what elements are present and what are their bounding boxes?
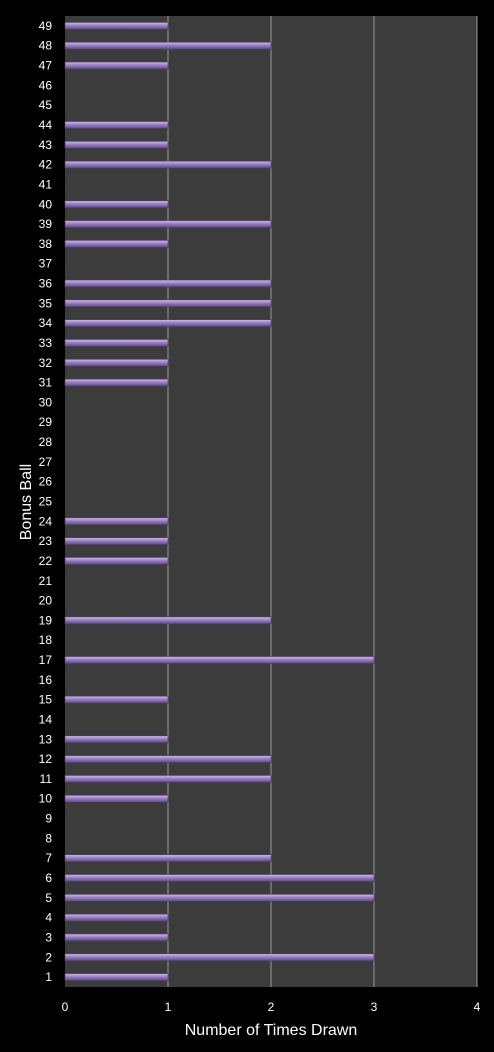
y-tick-label: 24 (39, 514, 53, 528)
bar (64, 735, 169, 744)
x-tick-label: 2 (268, 1000, 275, 1014)
bar (64, 854, 272, 862)
y-tick-label: 3 (45, 930, 52, 944)
y-tick-label: 38 (39, 237, 53, 251)
x-tick-label: 0 (62, 1000, 69, 1014)
bar (64, 299, 272, 308)
y-axis-title: Bonus Ball (18, 464, 35, 541)
y-tick-label: 26 (39, 475, 53, 489)
y-tick-label: 39 (39, 217, 53, 231)
y-tick-label: 44 (39, 118, 53, 132)
y-tick-label: 28 (39, 435, 53, 449)
y-tick-label: 40 (39, 197, 53, 211)
bar (64, 240, 169, 248)
bar (64, 894, 375, 902)
bar (64, 933, 169, 942)
y-tick-label: 30 (39, 395, 53, 409)
y-tick-label: 27 (39, 455, 53, 469)
bar (64, 200, 169, 209)
bar (64, 775, 272, 783)
y-tick-label: 22 (39, 554, 53, 568)
bar (64, 695, 169, 704)
y-tick-label: 29 (39, 415, 53, 429)
bar (64, 517, 169, 526)
y-tick-label: 37 (39, 257, 53, 271)
bar (64, 61, 169, 70)
y-tick-label: 34 (39, 316, 53, 330)
bar (64, 973, 169, 981)
y-tick-label: 42 (39, 158, 53, 172)
y-tick-label: 49 (39, 19, 53, 33)
y-tick-label: 31 (39, 376, 53, 390)
y-tick-label: 6 (45, 871, 52, 885)
y-tick-label: 13 (39, 732, 53, 746)
y-tick-label: 33 (39, 336, 53, 350)
x-axis-tick-labels: 0 1 2 3 4 (62, 1000, 481, 1014)
bar (64, 913, 169, 922)
y-tick-label: 21 (39, 574, 53, 588)
y-tick-label: 1 (45, 970, 52, 984)
bar (64, 279, 272, 288)
bar (64, 755, 272, 763)
y-tick-label: 19 (39, 613, 53, 627)
bar (64, 358, 169, 367)
bar (64, 557, 169, 565)
y-tick-label: 23 (39, 534, 53, 548)
bar (64, 874, 375, 882)
y-tick-label: 46 (39, 78, 53, 92)
bar (64, 537, 169, 545)
bar (64, 616, 272, 625)
x-tick-label: 3 (371, 1000, 378, 1014)
gridlines (167, 16, 478, 987)
y-tick-label: 12 (39, 752, 53, 766)
y-tick-label: 5 (45, 891, 52, 905)
bar (64, 378, 169, 387)
y-tick-label: 17 (39, 653, 53, 667)
x-tick-label: 1 (165, 1000, 172, 1014)
y-tick-label: 41 (39, 177, 53, 191)
y-tick-label: 4 (45, 911, 52, 925)
bar (64, 141, 169, 149)
y-tick-label: 43 (39, 138, 53, 152)
bar (64, 220, 272, 228)
bars (64, 22, 375, 981)
x-axis-title: Number of Times Drawn (185, 1022, 358, 1039)
y-tick-label: 7 (45, 851, 52, 865)
bar (64, 121, 169, 129)
x-tick-label: 4 (474, 1000, 481, 1014)
y-axis-tick-labels: 1234567891011121314151617181920212223242… (39, 19, 53, 984)
y-tick-label: 25 (39, 495, 53, 509)
y-tick-label: 8 (45, 831, 52, 845)
y-tick-label: 16 (39, 673, 53, 687)
y-tick-label: 10 (39, 792, 53, 806)
bar (64, 794, 169, 803)
y-tick-label: 18 (39, 633, 53, 647)
bar (64, 41, 272, 50)
y-tick-label: 9 (45, 812, 52, 826)
y-tick-label: 36 (39, 277, 53, 291)
bar (64, 319, 272, 327)
bar (64, 656, 375, 664)
y-tick-label: 45 (39, 98, 53, 112)
y-tick-label: 15 (39, 693, 53, 707)
y-tick-label: 32 (39, 356, 53, 370)
y-tick-label: 11 (40, 772, 53, 786)
bar (64, 339, 169, 347)
y-tick-label: 47 (39, 59, 53, 73)
y-tick-label: 35 (39, 296, 53, 310)
bar (64, 953, 375, 962)
bar (64, 160, 272, 169)
y-tick-label: 48 (39, 39, 53, 53)
y-tick-label: 2 (45, 950, 52, 964)
y-tick-label: 14 (39, 712, 53, 726)
bar (64, 22, 169, 30)
y-tick-label: 20 (39, 594, 53, 608)
